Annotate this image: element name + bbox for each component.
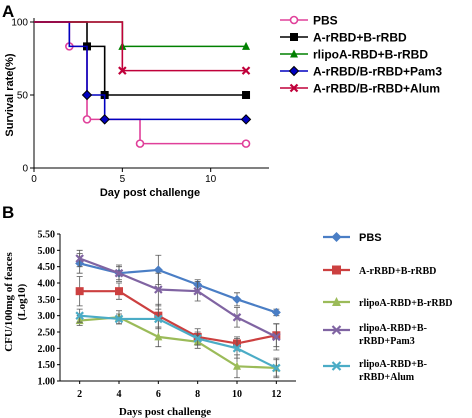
panel-a-series-line-rlipoa-rbd-b-rrbd: [34, 21, 247, 48]
panel-b-y-tick-label: 5.50: [38, 230, 56, 241]
panel-a-point-a-rrbd-b-rrbd-pam3: [240, 114, 252, 125]
panel-b-x-tick-label: 6: [156, 389, 161, 400]
panel-b-point-a-rrbd-b-rrbd: [115, 287, 123, 296]
panel-b-point-rlipoa-rbd-b-rrbd-alum: [193, 334, 202, 343]
panel-a-point-a-rrbd-b-rrbd-alum: [118, 66, 127, 75]
panel-a-point-pbs: [135, 139, 145, 148]
panel-b-legend-label-rlipoa-rbd-b-rrbd-alum: rlipoA-RBD+B-rRBD+Alum: [359, 359, 427, 383]
panel-a-point-rlipoa-rbd-b-rrbd: [242, 41, 251, 50]
panel-a-y-axis-label: Survival rate(%): [4, 53, 16, 136]
panel-b-series-line-rlipoa-rbd-b-rrbd: [79, 316, 277, 370]
panel-a-y-tick-label: 100: [11, 18, 28, 29]
panel-a-y-tick-label: 0: [22, 164, 28, 175]
panel-b-cfu-chart: 1.00 1.50 2.00 2.50 3.00 3.50 4.00 4.50 5.00 5.50…: [38, 230, 453, 401]
panel-a-x-tick-label: 10: [205, 174, 217, 185]
panel-a-series-line-a-rrbd-b-rrbd: [34, 21, 247, 96]
panel-b-point-pbs: [153, 265, 163, 275]
panel-a-legend-label-a-rrbd-b-rrbd-pam3: A-rRBD/B-rRBD+Pam3: [313, 65, 442, 79]
panel-a-series-line-a-rrbd-b-rrbd-alum: [34, 21, 247, 72]
panel-b-point-rlipoa-rbd-b-rrbd: [233, 361, 241, 370]
panel-b-point-pbs: [271, 307, 281, 317]
panel-b-series-line-pbs: [79, 262, 277, 314]
panel-b-y-tick-label: 5.00: [38, 246, 56, 257]
panel-b-point-a-rrbd-b-rrbd: [75, 287, 84, 296]
panel-a-series-line-pbs: [34, 21, 247, 145]
panel-b-legend-marker-rlipoa-rbd-b-rrbd-alum: [331, 361, 342, 371]
panel-b-y-tick-label: 2.00: [38, 344, 56, 355]
panel-a-point-pbs: [82, 115, 92, 124]
panel-b-y-tick-label: 4.50: [38, 262, 56, 273]
panel-a-x-tick-label: 5: [120, 174, 126, 185]
panel-b-point-rlipoa-rbd-b-rrbd-pam3: [114, 268, 124, 278]
panel-b-point-rlipoa-rbd-b-rrbd-pam3: [272, 332, 281, 342]
panel-a-legend-marker-a-rrbd-b-rrbd-alum: [289, 83, 299, 93]
panel-a-legend-label-a-rrbd-b-rrbd-alum: A-rRBD/B-rRBD+Alum: [313, 82, 440, 96]
panel-a-survival-chart: 0 50 100 0 5 10 PBS A-rRBD+B-rRBD rlipoA-RBD+B-r…: [11, 14, 442, 186]
panel-b-legend-marker-pbs: [331, 232, 342, 242]
panel-a-legend-label-rlipoa-rbd-b-rrbd: rlipoA-RBD+B-rRBD: [313, 48, 428, 62]
panel-a-point-a-rrbd-b-rrbd-pam3: [81, 89, 93, 101]
panel-b-y-tick-label: 3.00: [38, 311, 56, 322]
panel-b-point-rlipoa-rbd-b-rrbd-pam3: [75, 254, 84, 263]
panel-b-point-rlipoa-rbd-b-rrbd-pam3: [154, 285, 163, 294]
panel-b-series-line-a-rrbd-b-rrbd: [79, 290, 277, 345]
panel-a-legend-label-pbs: PBS: [313, 14, 338, 28]
panel-a-point-a-rrbd-b-rrbd-alum: [241, 66, 251, 75]
panel-a-legend-marker-a-rrbd-b-rrbd: [290, 33, 298, 41]
panel-b-legend-label-rlipoa-rbd-b-rrbd-pam3: rlipoA-RBD+B-rRBD+Pam3: [359, 323, 427, 347]
panel-a-x-tick-label: 0: [31, 174, 37, 185]
panel-b-x-tick-label: 4: [117, 389, 122, 400]
panel-b-legend-label-rlipoa-rbd-b-rrbd: rlipoA-RBD+B-rRBD: [359, 298, 452, 309]
panel-b-x-tick-label: 12: [271, 389, 281, 400]
panel-b-legend-label-a-rrbd-b-rrbd: A-rRBD+B-rRBD: [359, 266, 436, 277]
panel-b-letter: B: [2, 203, 14, 222]
panel-b-y-tick-label: 4.00: [38, 279, 56, 290]
panel-b-y-tick-label: 2.50: [38, 328, 56, 339]
panel-b-point-rlipoa-rbd-b-rrbd-alum: [75, 311, 84, 320]
panel-b-y-tick-label: 3.50: [38, 295, 56, 306]
panel-b-point-rlipoa-rbd-b-rrbd-alum: [154, 314, 163, 324]
panel-b-y-tick-label: 1.50: [38, 360, 56, 371]
panel-b-y-axis-label-unit: (Log10): [16, 283, 28, 320]
panel-a-y-tick-label: 50: [17, 91, 29, 102]
panel-b-y-tick-label: 1.00: [38, 377, 56, 388]
panel-a-legend-label-a-rrbd-b-rrbd: A-rRBD+B-rRBD: [313, 31, 407, 45]
panel-a-point-pbs: [241, 139, 251, 148]
panel-b-legend-marker-rlipoa-rbd-b-rrbd-pam3: [331, 325, 342, 335]
panel-b-point-pbs: [232, 294, 242, 304]
panel-b-point-rlipoa-rbd-b-rrbd-pam3: [232, 313, 242, 322]
panel-a-x-axis-label: Day post challenge: [100, 187, 200, 199]
panel-b-x-axis-label: Days post challenge: [119, 406, 211, 418]
panel-a-legend-marker-rlipoa-rbd-b-rrbd: [290, 49, 298, 58]
panel-a-legend-marker-a-rrbd-b-rrbd-pam3: [288, 65, 300, 77]
panel-a-letter: A: [2, 2, 14, 21]
panel-a-legend-marker-pbs: [289, 15, 299, 25]
panel-b-point-rlipoa-rbd-b-rrbd-alum: [232, 344, 242, 353]
panel-b-legend-label-pbs: PBS: [359, 232, 382, 244]
panel-a-point-a-rrbd-b-rrbd: [242, 91, 251, 99]
panel-b-point-rlipoa-rbd-b-rrbd: [154, 332, 163, 341]
panel-b-legend-marker-a-rrbd-b-rrbd: [332, 265, 341, 275]
panel-b-series-line-rlipoa-rbd-b-rrbd-pam3: [79, 257, 277, 338]
panel-b-point-rlipoa-rbd-b-rrbd-pam3: [193, 286, 202, 296]
panel-b-y-axis-label: CFU/100mg of feaces: [3, 251, 15, 351]
panel-b-series-line-rlipoa-rbd-b-rrbd-alum: [79, 314, 277, 369]
panel-b-legend-marker-rlipoa-rbd-b-rrbd: [332, 297, 341, 306]
panel-b-x-tick-label: 10: [232, 389, 242, 400]
panel-b-point-rlipoa-rbd-b-rrbd-alum: [272, 363, 281, 373]
panel-a-point-a-rrbd-b-rrbd-pam3: [99, 114, 110, 125]
panel-b-x-tick-label: 2: [77, 389, 82, 400]
panel-b-x-tick-label: 8: [195, 389, 200, 400]
panel-b-point-rlipoa-rbd-b-rrbd-alum: [114, 314, 124, 324]
